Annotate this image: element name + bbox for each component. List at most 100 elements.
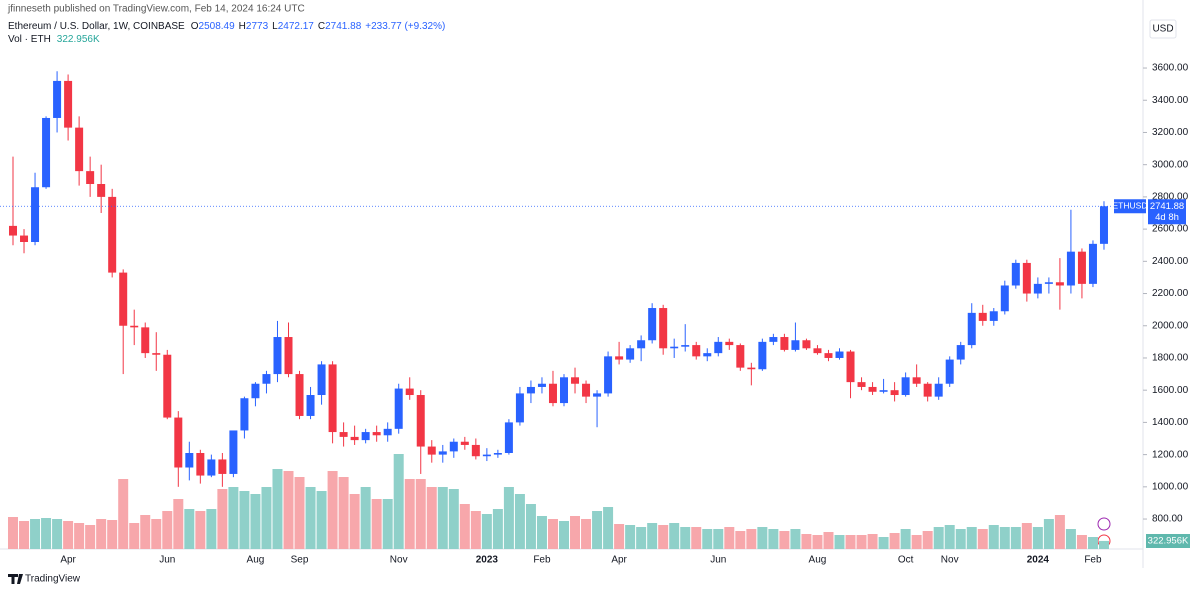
currency-box[interactable] xyxy=(1149,19,1177,39)
candle-body xyxy=(163,354,172,418)
volume-bar xyxy=(206,509,217,549)
volume-bar xyxy=(867,534,878,549)
volume-bar xyxy=(52,519,63,549)
volume-bar xyxy=(911,535,922,549)
volume-bar xyxy=(30,519,41,549)
candle-body xyxy=(912,377,921,384)
candle-body xyxy=(1066,251,1075,286)
volume-bar xyxy=(1087,537,1098,549)
volume-bar xyxy=(614,524,625,549)
candle-body xyxy=(1011,262,1020,286)
candle-body xyxy=(53,80,62,118)
candle-body xyxy=(703,353,712,357)
volume-bar xyxy=(63,521,74,549)
candle-body xyxy=(637,340,646,349)
candle-body xyxy=(339,432,348,437)
candle-body xyxy=(174,417,183,468)
candle-body xyxy=(758,341,767,370)
candle-body xyxy=(196,453,205,476)
candle-body xyxy=(493,453,502,455)
candle-body xyxy=(1022,262,1031,294)
candle-body xyxy=(967,312,976,346)
volume-bar xyxy=(74,523,85,549)
volume-bar xyxy=(1065,529,1076,549)
volume-bar xyxy=(536,516,547,549)
currency[interactable]: USD xyxy=(1152,24,1173,35)
y-tick-label: 3200.00 xyxy=(1152,127,1189,138)
x-tick-label: Aug xyxy=(809,555,827,566)
volume-bar xyxy=(239,491,250,549)
candle-body xyxy=(64,80,73,128)
volume-bar xyxy=(338,477,349,549)
candle-body xyxy=(515,393,524,423)
volume-bar xyxy=(437,487,448,549)
brand: TradingView xyxy=(25,574,81,585)
y-tick-label: 2600.00 xyxy=(1152,224,1189,235)
candle-body xyxy=(295,374,304,416)
volume-bar xyxy=(41,518,52,549)
volume-bar xyxy=(999,527,1010,549)
event-icon[interactable] xyxy=(1097,517,1111,531)
volume-bar xyxy=(129,523,140,549)
candle-body xyxy=(1044,282,1053,284)
volume-bar xyxy=(349,494,360,549)
legend-key: H xyxy=(239,21,246,32)
candle-body xyxy=(879,390,888,392)
volume-bar xyxy=(724,527,735,549)
candle-body xyxy=(648,308,657,341)
volume-bar xyxy=(371,499,382,549)
legend-value: 2741.88 xyxy=(325,21,362,32)
candle-body xyxy=(571,377,580,384)
candle-body xyxy=(119,272,128,326)
volume-bar xyxy=(878,537,889,549)
candle-body xyxy=(218,459,227,474)
volume-bar xyxy=(8,517,18,549)
candle-body xyxy=(1088,243,1097,284)
y-tick-label: 1200.00 xyxy=(1152,449,1189,460)
volume-bar xyxy=(261,487,272,549)
candle-body xyxy=(692,345,701,357)
volume-bar xyxy=(889,533,900,549)
candle-body xyxy=(604,356,613,394)
price-tag xyxy=(1148,199,1186,225)
candle-body xyxy=(350,436,359,441)
candle-body xyxy=(273,337,282,375)
candle-body xyxy=(537,383,546,387)
candle-body xyxy=(626,348,635,360)
volume-bar xyxy=(162,511,173,549)
volume-bar xyxy=(1043,519,1054,549)
candle-body xyxy=(207,459,216,476)
y-tick-label: 1400.00 xyxy=(1152,417,1189,428)
volume-bar xyxy=(426,487,437,549)
candle-body xyxy=(791,340,800,350)
candle-body xyxy=(185,453,194,468)
volume-bar xyxy=(294,477,305,549)
legend-title: Ethereum / U.S. Dollar, 1W, COINBASE xyxy=(8,21,185,32)
candle-body xyxy=(989,311,998,321)
candle-body xyxy=(659,308,668,349)
legend-value: 2508.49 xyxy=(199,21,236,32)
volume-bar xyxy=(228,487,239,549)
legend-value: 2773 xyxy=(246,21,269,32)
volume-title: Vol · ETH xyxy=(8,34,51,45)
candle-body xyxy=(438,451,447,455)
candle-body xyxy=(681,345,690,347)
volume-bar xyxy=(1098,540,1109,549)
volume-tag-label: 322.956K xyxy=(1148,536,1189,547)
volume-bar xyxy=(1021,523,1032,549)
volume-bar xyxy=(19,521,30,549)
volume-bar xyxy=(184,509,195,549)
volume-bar xyxy=(966,527,977,549)
volume-bar xyxy=(459,504,470,549)
candle-body xyxy=(582,383,591,397)
candle-body xyxy=(152,353,161,355)
candle-body xyxy=(978,312,987,321)
volume-bar xyxy=(581,519,592,549)
candle-body xyxy=(945,359,954,384)
legend-key: C xyxy=(318,21,325,32)
volume-bar xyxy=(514,494,525,549)
candle-body xyxy=(835,351,844,358)
volume-bar xyxy=(272,469,283,549)
x-tick-label: Jun xyxy=(710,555,726,566)
